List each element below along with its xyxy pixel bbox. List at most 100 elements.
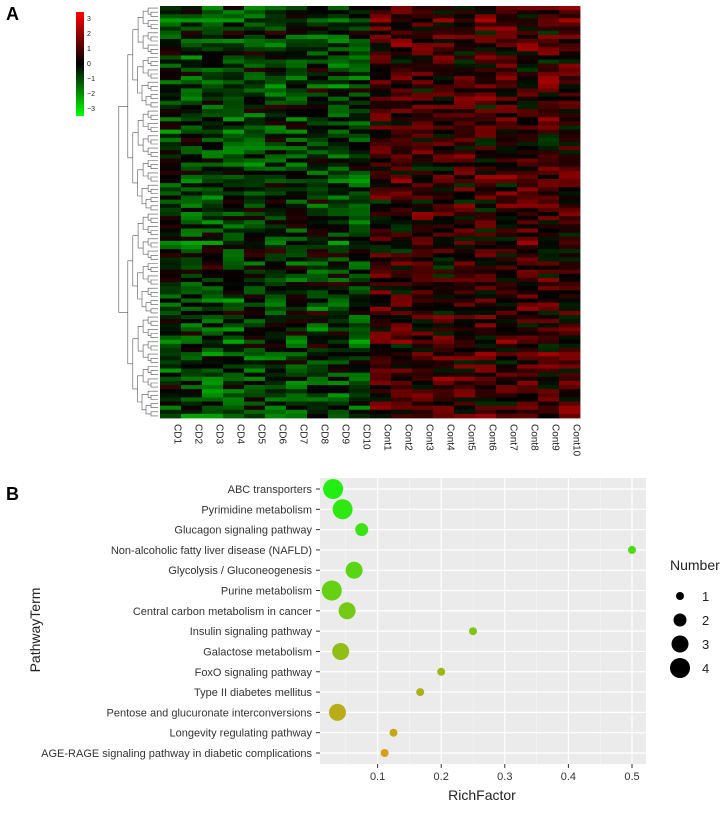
heatmap-cell (538, 413, 560, 419)
heatmap-cell (349, 154, 371, 159)
heatmap-cell (454, 360, 476, 365)
dendrogram-branch (150, 73, 158, 79)
heatmap-cell (412, 162, 434, 168)
heatmap-cell (559, 364, 581, 369)
heatmap-cell (160, 236, 182, 242)
heatmap-cell (286, 389, 308, 394)
heatmap-cell (307, 212, 329, 217)
heatmap-cell (244, 109, 266, 114)
heatmap-cell (538, 63, 560, 69)
heatmap-cell (412, 389, 434, 394)
row-dendrogram (118, 7, 158, 417)
heatmap-cell (349, 174, 371, 180)
heatmap-cell (559, 203, 581, 209)
heatmap-cell (265, 191, 287, 196)
heatmap-cell (391, 96, 413, 102)
dendrogram-branch (147, 366, 158, 373)
heatmap-cell (160, 207, 182, 213)
heatmap-cell (286, 310, 308, 316)
heatmap-cell (412, 286, 434, 291)
heatmap-cell (223, 84, 245, 89)
heatmap-cell (559, 92, 581, 98)
heatmap-cell (223, 269, 245, 275)
heatmap-cell (265, 166, 287, 172)
heatmap-cell (517, 133, 539, 139)
heatmap-cell (223, 80, 245, 85)
heatmap-cell (496, 220, 518, 225)
heatmap-cell (475, 347, 497, 353)
heatmap-cell (349, 59, 371, 65)
heatmap-cell (286, 47, 308, 52)
heatmap-cell (160, 261, 182, 266)
heatmap-cell (475, 137, 497, 143)
heatmap-cell (181, 88, 203, 93)
heatmap-cell (307, 146, 329, 151)
heatmap-cell (433, 6, 455, 11)
heatmap-cell (412, 356, 434, 361)
dendrogram-branch (150, 230, 158, 235)
bubble-point (338, 602, 356, 620)
heatmap-cell (517, 59, 539, 65)
dendrogram-branch (141, 291, 149, 308)
heatmap-cell (559, 199, 581, 205)
heatmap-cell (244, 224, 266, 229)
heatmap-cell (433, 286, 455, 291)
heatmap-cell (538, 76, 560, 81)
heatmap-cell (454, 67, 476, 73)
heatmap-cell (412, 380, 434, 386)
heatmap-cell (475, 26, 497, 32)
heatmap-column-label: CD5 (256, 424, 267, 444)
heatmap-cell (517, 207, 539, 213)
heatmap-cell (202, 385, 224, 390)
heatmap-cell (517, 393, 539, 398)
heatmap-cell (202, 22, 224, 27)
heatmap-cell (412, 220, 434, 225)
heatmap-cell (391, 372, 413, 378)
heatmap-cell (244, 22, 266, 27)
heatmap-cell (559, 244, 581, 250)
heatmap-cell (412, 302, 434, 308)
heatmap-cell (538, 141, 560, 147)
heatmap-cell (181, 261, 203, 266)
heatmap-cell (328, 179, 350, 184)
heatmap-cell (496, 162, 518, 168)
heatmap-cell (517, 76, 539, 81)
heatmap-cell (307, 257, 329, 262)
heatmap-cell (244, 80, 266, 85)
heatmap-cell (307, 80, 329, 85)
heatmap-cell (538, 335, 560, 341)
heatmap-cell (181, 244, 203, 250)
heatmap-cell (286, 203, 308, 209)
heatmap-cell (433, 174, 455, 180)
heatmap-cell (265, 154, 287, 159)
heatmap-cell (265, 380, 287, 386)
heatmap-cell (265, 249, 287, 254)
heatmap-cell (160, 71, 182, 77)
heatmap-cell (370, 261, 392, 266)
heatmap-cell (475, 166, 497, 172)
heatmap-cell (370, 277, 392, 283)
heatmap-cell (307, 71, 329, 77)
heatmap-cell (307, 323, 329, 328)
heatmap-cell (265, 244, 287, 250)
heatmap-cell (391, 257, 413, 262)
heatmap-cell (559, 43, 581, 48)
heatmap-cell (412, 43, 434, 48)
heatmap-cell (328, 323, 350, 328)
heatmap-cell (349, 55, 371, 60)
heatmap-cell (475, 352, 497, 357)
heatmap-cell (517, 306, 539, 312)
heatmap-cell (538, 154, 560, 159)
heatmap-cell (286, 405, 308, 411)
heatmap-cell (349, 261, 371, 266)
heatmap-cell (223, 195, 245, 201)
heatmap-cell (244, 125, 266, 130)
heatmap-cell (496, 195, 518, 201)
heatmap-cell (349, 286, 371, 291)
heatmap-cell (538, 323, 560, 328)
dendrogram-branch (137, 223, 144, 249)
heatmap-cell (244, 51, 266, 56)
dendrogram-branch (150, 61, 158, 66)
heatmap-cell (433, 282, 455, 287)
heatmap-cell (433, 364, 455, 369)
